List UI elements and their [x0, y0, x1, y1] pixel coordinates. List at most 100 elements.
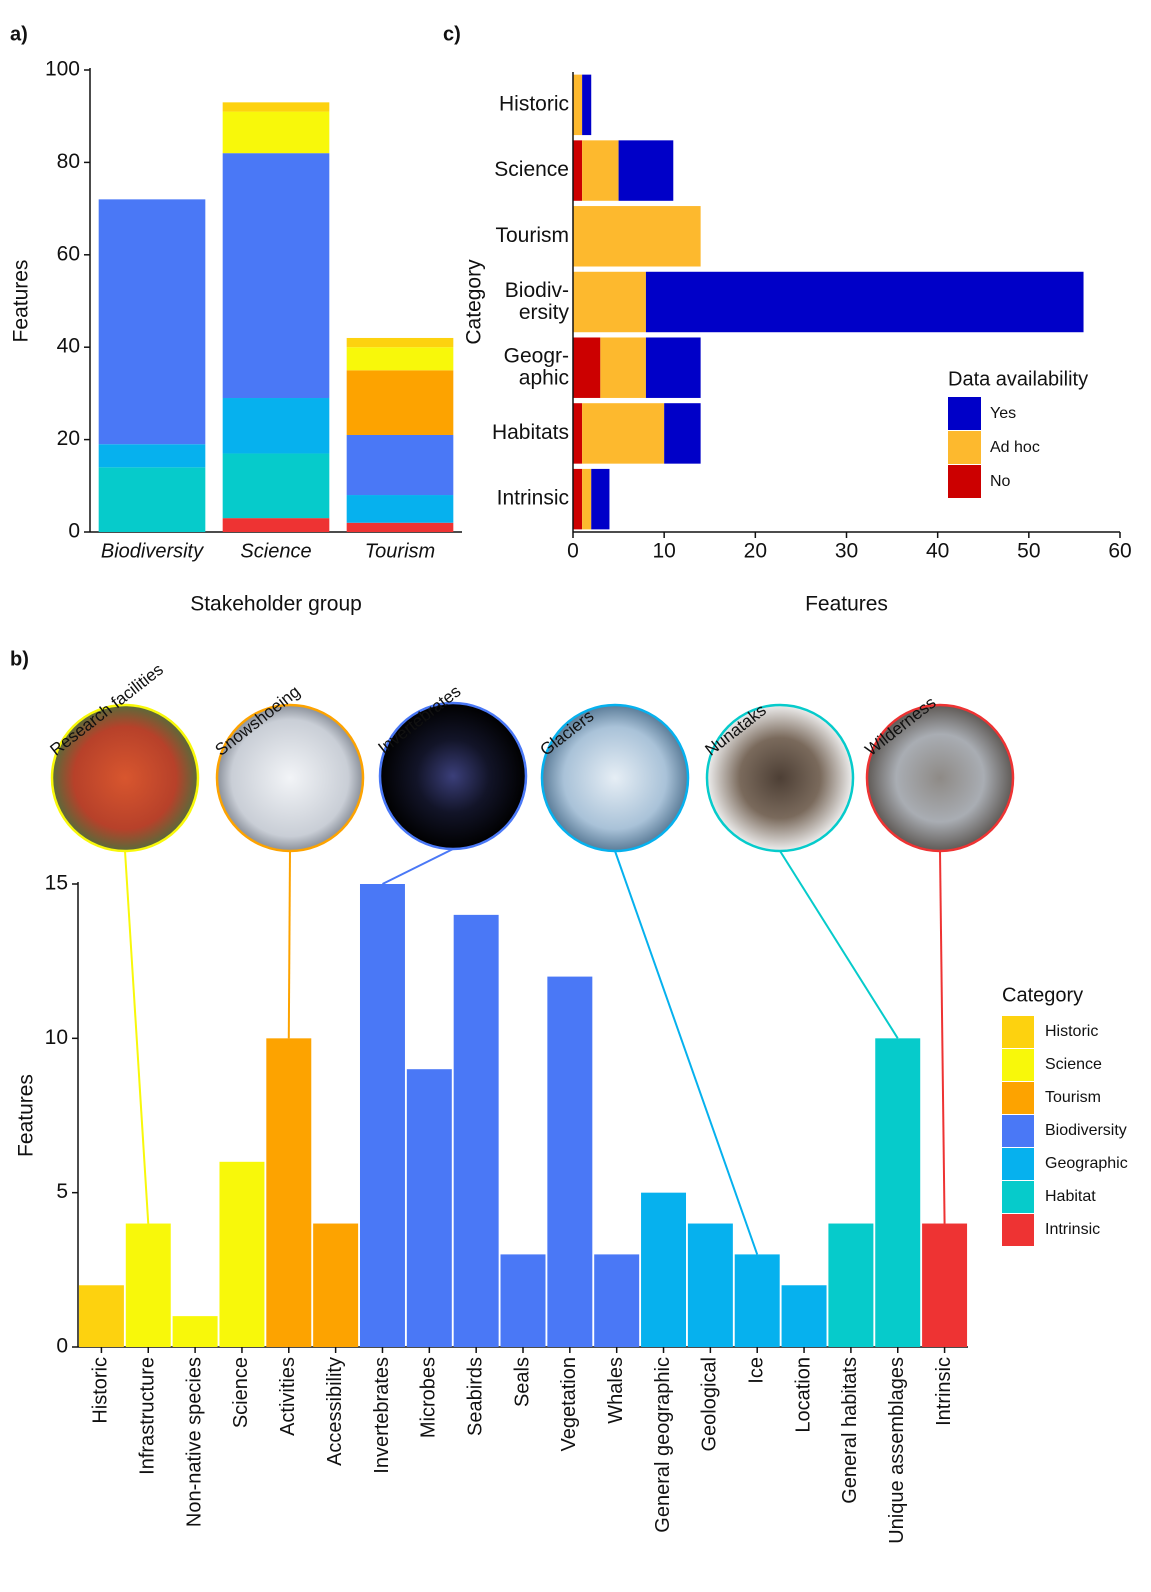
bar-segment [222, 453, 330, 519]
y-tick-label: 0 [56, 1335, 68, 1358]
bar-segment [573, 403, 583, 464]
x-tick-label: Accessibility [324, 1357, 346, 1466]
x-tick-label: Geological [699, 1357, 721, 1452]
bar-segment [346, 370, 454, 435]
bar-segment [573, 140, 583, 201]
legend-label: No [990, 473, 1011, 490]
y-axis-label: Category [463, 259, 486, 345]
bar [875, 1038, 921, 1347]
photo [215, 703, 365, 853]
legend-swatch [1002, 1049, 1034, 1081]
y-tick-label: 0 [68, 520, 80, 543]
y-tick-label: 100 [45, 58, 80, 81]
x-tick-label: Ice [745, 1357, 767, 1384]
legend-label: Tourism [1045, 1089, 1101, 1106]
legend-label: Intrinsic [1045, 1221, 1100, 1238]
bar-segment [573, 206, 701, 267]
y-tick-label: Historic [499, 92, 569, 115]
y-tick-label: 20 [57, 427, 80, 450]
bar [219, 1161, 265, 1347]
y-tick-label: Science [494, 158, 569, 181]
bar-segment [582, 74, 592, 136]
panel-label: b) [10, 648, 29, 670]
bar-segment [346, 522, 454, 532]
bar-segment [98, 467, 206, 532]
legend-swatch [948, 397, 981, 430]
bar [125, 1223, 171, 1347]
bar-segment [222, 111, 330, 154]
x-tick-label: Activities [277, 1357, 299, 1436]
bar-segment [600, 337, 646, 398]
legend-swatch [948, 465, 981, 498]
bar [172, 1316, 218, 1347]
x-tick-label: 30 [835, 540, 858, 563]
x-tick-label: Non-native species [183, 1357, 205, 1527]
legend-title: Category [1002, 984, 1083, 1006]
legend-swatch [1002, 1148, 1034, 1180]
legend-label: Ad hoc [990, 439, 1040, 456]
bar-segment [618, 140, 674, 201]
legend-swatch [1002, 1214, 1034, 1246]
y-tick-label: Habitats [492, 421, 569, 444]
x-tick-label: Science [240, 540, 311, 562]
x-tick-label: Seabirds [464, 1357, 486, 1436]
y-tick-label: Tourism [495, 224, 569, 247]
y-tick-label: 5 [56, 1180, 68, 1203]
bar-segment [582, 403, 665, 464]
bar [641, 1192, 687, 1347]
x-axis-label: Stakeholder group [190, 593, 362, 616]
bar-segment [222, 102, 330, 112]
legend-swatch [948, 431, 981, 464]
x-tick-label: Infrastructure [137, 1357, 159, 1475]
photo [540, 703, 690, 853]
legend-swatch [1002, 1115, 1034, 1147]
bar [781, 1285, 827, 1347]
bar [500, 1254, 546, 1347]
x-tick-label: Seals [511, 1357, 533, 1407]
photo [705, 703, 855, 853]
legend-title: Data availability [948, 368, 1088, 390]
bar-segment [645, 337, 701, 398]
y-tick-label: 15 [45, 872, 68, 895]
bar-segment [582, 140, 619, 201]
y-tick-label: 40 [57, 335, 80, 358]
bar-segment [98, 444, 206, 468]
legend-swatch [1002, 1016, 1034, 1048]
x-tick-label: Tourism [365, 540, 435, 562]
legend-label: Yes [990, 405, 1016, 422]
bar [594, 1254, 640, 1347]
bar-segment [98, 199, 206, 445]
x-tick-label: General geographic [652, 1357, 674, 1533]
x-tick-label: Invertebrates [371, 1357, 393, 1474]
legend-swatch [1002, 1082, 1034, 1114]
callout-line [614, 850, 759, 1255]
callout-line [287, 850, 291, 1039]
bar-segment [582, 468, 592, 530]
y-tick-label: 10 [45, 1026, 68, 1049]
legend-label: Habitat [1045, 1188, 1096, 1205]
x-tick-label: 20 [744, 540, 767, 563]
y-tick-label: Biodiv-ersity [505, 279, 570, 324]
photo [50, 703, 200, 853]
x-axis-label: Features [805, 593, 888, 616]
y-tick-label: Geogr-aphic [504, 344, 569, 389]
bar [687, 1223, 733, 1347]
bar-segment [346, 434, 454, 496]
bar-segment [573, 468, 583, 530]
legend-label: Biodiversity [1045, 1122, 1127, 1139]
bar-segment [346, 495, 454, 523]
photo [865, 703, 1015, 853]
callout-line [939, 850, 946, 1224]
x-tick-label: 40 [926, 540, 949, 563]
x-tick-label: Biodiversity [101, 540, 204, 562]
x-tick-label: 10 [652, 540, 675, 563]
photo [378, 701, 528, 851]
x-tick-label: 0 [567, 540, 579, 563]
bar [406, 1069, 452, 1347]
bar-segment [222, 518, 330, 532]
y-axis-label: Features [15, 1074, 38, 1157]
bar-segment [664, 403, 701, 464]
x-tick-label: Science [230, 1357, 252, 1428]
bar [359, 884, 405, 1347]
